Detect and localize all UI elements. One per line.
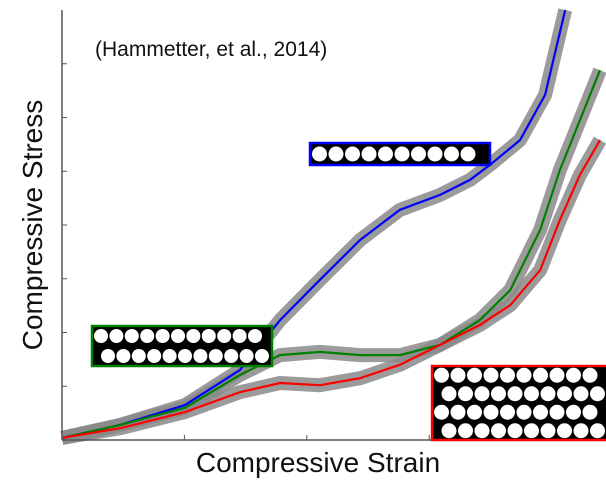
particle [533, 367, 548, 383]
particle [441, 423, 457, 439]
annotation: (Hammetter, et al., 2014) [95, 38, 327, 61]
particle [171, 329, 185, 343]
particle [248, 329, 262, 343]
particle [217, 329, 232, 343]
particle [434, 404, 449, 420]
particle [516, 404, 532, 420]
particle [573, 386, 589, 402]
particle [573, 423, 589, 439]
particle [345, 146, 360, 162]
particle [361, 146, 377, 162]
particle [411, 146, 426, 162]
particle [507, 386, 523, 402]
particle [507, 423, 523, 439]
particle [124, 329, 139, 343]
particle [483, 404, 499, 420]
particle [566, 404, 581, 420]
particle [524, 423, 539, 439]
particle [491, 423, 506, 439]
x-axis-label: Compressive Strain [196, 447, 440, 478]
inset-red [430, 364, 606, 442]
particle [590, 423, 605, 439]
particle [450, 367, 466, 383]
particle [186, 329, 201, 343]
particle [394, 146, 410, 162]
particle [460, 146, 476, 162]
particle [378, 146, 393, 162]
particle [458, 386, 473, 402]
particle [131, 349, 146, 363]
particle [500, 404, 515, 420]
series-line [61, 69, 602, 439]
particle [549, 367, 565, 383]
particle [101, 349, 115, 363]
particle [193, 349, 208, 363]
series-line [61, 139, 601, 439]
series-line [61, 9, 567, 439]
particle [458, 423, 473, 439]
particle [434, 367, 449, 383]
particle [208, 349, 223, 363]
particle [474, 423, 490, 439]
particle [178, 349, 192, 363]
particle [224, 349, 239, 363]
particle [557, 386, 572, 402]
particle [450, 404, 466, 420]
particle [116, 349, 131, 363]
particle [491, 386, 506, 402]
particle [540, 423, 556, 439]
particle [557, 423, 572, 439]
inset-blue [308, 141, 492, 167]
particle [483, 367, 499, 383]
particle [94, 329, 108, 343]
particle [140, 329, 155, 343]
particle [109, 329, 124, 343]
particle [427, 146, 443, 162]
particle [467, 367, 482, 383]
series-lines [61, 9, 602, 439]
particle [201, 329, 216, 343]
particle [147, 349, 162, 363]
particle [162, 349, 177, 363]
particle [441, 386, 457, 402]
particle [467, 404, 482, 420]
particle [516, 367, 532, 383]
particle [474, 386, 490, 402]
y-axis-label: Compressive Stress [17, 100, 48, 351]
particle [590, 386, 605, 402]
particle [444, 146, 459, 162]
particle [540, 386, 556, 402]
particle [524, 386, 539, 402]
particle [232, 329, 247, 343]
particle [549, 404, 565, 420]
inset-green [90, 324, 274, 368]
particle [312, 146, 327, 162]
particle [155, 329, 170, 343]
particle [582, 404, 598, 420]
particle [239, 349, 254, 363]
particle [582, 367, 598, 383]
particle [255, 349, 269, 363]
particle [533, 404, 548, 420]
particle [500, 367, 515, 383]
particle [566, 367, 581, 383]
particle [328, 146, 344, 162]
